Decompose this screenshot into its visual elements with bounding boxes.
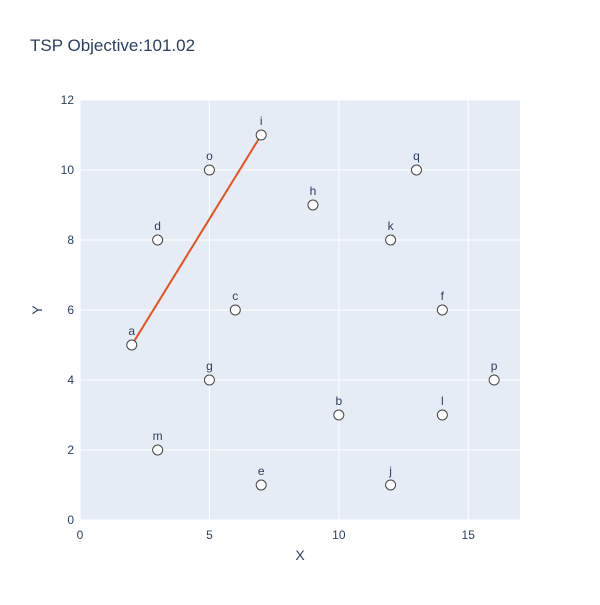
city-label: f bbox=[441, 289, 445, 303]
city-label: l bbox=[441, 394, 444, 408]
x-tick-label: 10 bbox=[332, 528, 346, 542]
y-axis-label: Y bbox=[29, 305, 45, 315]
x-tick-label: 5 bbox=[206, 528, 213, 542]
city-point bbox=[255, 129, 267, 141]
city-label: q bbox=[413, 149, 420, 163]
city-point bbox=[152, 444, 164, 456]
city-point bbox=[436, 409, 448, 421]
city-label: e bbox=[258, 464, 265, 478]
city-label: b bbox=[335, 394, 342, 408]
city-points: a b c d e f g h i j k l m o p q bbox=[126, 114, 500, 491]
city-point bbox=[385, 234, 397, 246]
city-label: m bbox=[153, 429, 163, 443]
city-point bbox=[488, 374, 500, 386]
city-point bbox=[385, 479, 397, 491]
city-label: o bbox=[206, 149, 213, 163]
x-axis-label: X bbox=[295, 547, 305, 563]
y-tick-label: 6 bbox=[67, 303, 74, 317]
city-label: g bbox=[206, 359, 213, 373]
y-tick-label: 4 bbox=[67, 373, 74, 387]
y-tick-label: 10 bbox=[61, 163, 75, 177]
city-point bbox=[126, 339, 138, 351]
city-point bbox=[255, 479, 267, 491]
city-label: j bbox=[388, 464, 392, 478]
city-point bbox=[436, 304, 448, 316]
x-tick-label: 15 bbox=[462, 528, 476, 542]
city-point bbox=[410, 164, 422, 176]
city-point bbox=[203, 164, 215, 176]
city-label: k bbox=[388, 219, 395, 233]
city-label: d bbox=[154, 219, 161, 233]
city-point bbox=[152, 234, 164, 246]
chart-title: TSP Objective:101.02 bbox=[30, 36, 195, 55]
y-tick-label: 2 bbox=[67, 443, 74, 457]
city-point bbox=[307, 199, 319, 211]
y-tick-label: 8 bbox=[67, 233, 74, 247]
city-point bbox=[203, 374, 215, 386]
route-line bbox=[130, 134, 263, 346]
axis-ticks: 0 5 10 15 0 2 4 6 8 10 12 bbox=[61, 93, 476, 542]
y-tick-label: 0 bbox=[67, 513, 74, 527]
city-label: h bbox=[310, 184, 317, 198]
city-point bbox=[229, 304, 241, 316]
city-point bbox=[333, 409, 345, 421]
city-label: c bbox=[232, 289, 238, 303]
x-tick-label: 0 bbox=[77, 528, 84, 542]
y-tick-label: 12 bbox=[61, 93, 75, 107]
city-label: a bbox=[128, 324, 135, 338]
city-label: i bbox=[260, 114, 263, 128]
city-label: p bbox=[491, 359, 498, 373]
